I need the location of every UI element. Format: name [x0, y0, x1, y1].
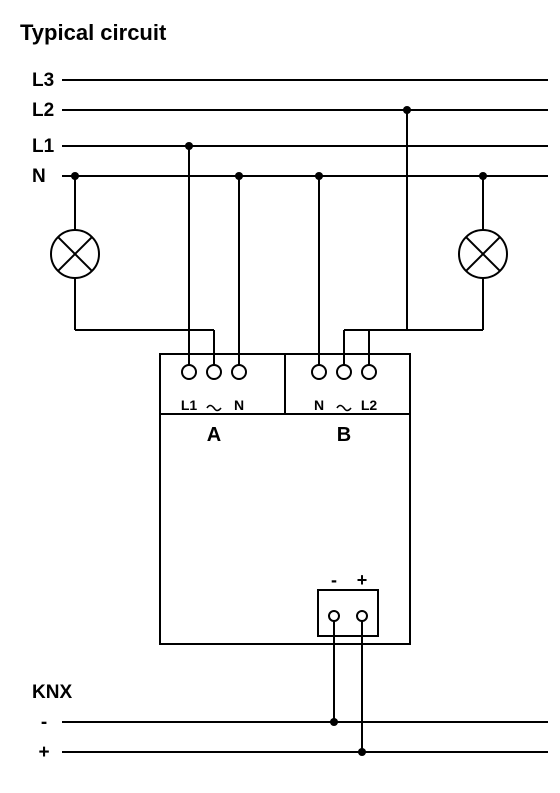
- svg-text:KNX: KNX: [32, 682, 72, 703]
- svg-text:+: +: [357, 570, 368, 590]
- svg-text:B: B: [337, 424, 351, 446]
- svg-text:+: +: [38, 742, 49, 763]
- svg-text:N: N: [314, 397, 324, 413]
- svg-text:L1: L1: [181, 397, 198, 413]
- svg-text:-: -: [41, 712, 47, 733]
- diagram-title: Typical circuit: [20, 20, 166, 46]
- svg-text:L2: L2: [32, 100, 54, 121]
- svg-text:L1: L1: [32, 136, 55, 157]
- svg-text:N: N: [234, 397, 244, 413]
- svg-text:-: -: [331, 570, 337, 590]
- svg-text:L3: L3: [32, 70, 54, 91]
- svg-text:A: A: [207, 424, 221, 446]
- svg-text:L2: L2: [361, 397, 378, 413]
- svg-text:N: N: [32, 166, 46, 187]
- circuit-diagram: L3L2L1NABL1NNL2-+KNX-+: [0, 0, 560, 788]
